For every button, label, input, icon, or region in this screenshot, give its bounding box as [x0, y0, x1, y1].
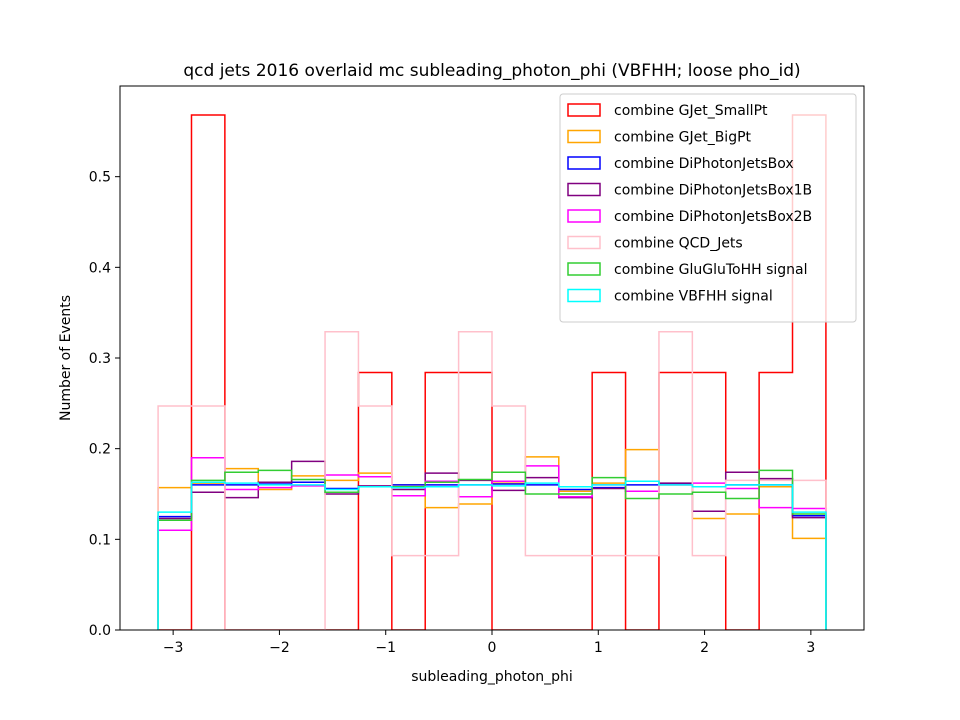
- y-axis-title: Number of Events: [58, 295, 74, 421]
- plot-area: [157, 114, 827, 630]
- y-tick-label: 0.3: [89, 351, 111, 367]
- legend-label: combine VBFHH signal: [614, 289, 773, 305]
- y-tick-label: 0.1: [89, 532, 111, 548]
- axes: −3 −2 −1 0 1 2 3 0.0 0.1 0.2 0.3 0.4 0.5: [89, 85, 865, 656]
- legend-swatch: [567, 262, 601, 276]
- x-tick-label: 2: [700, 640, 709, 656]
- x-tick-label: −2: [269, 640, 290, 656]
- x-tick-label: −3: [163, 640, 184, 656]
- y-tick-label: 0.0: [89, 623, 111, 639]
- x-tick-label: 0: [488, 640, 497, 656]
- y-tick-label: 0.5: [89, 170, 111, 186]
- legend-swatch: [567, 103, 601, 117]
- y-tick-label: 0.4: [89, 260, 111, 276]
- legend-label: combine GluGluToHH signal: [614, 262, 808, 278]
- legend-swatch: [567, 235, 601, 250]
- legend-swatch: [567, 156, 601, 170]
- legend-label: combine DiPhotonJetsBox2B: [614, 209, 812, 225]
- x-tick-label: −1: [375, 640, 396, 656]
- legend-swatch: [567, 209, 601, 223]
- legend-label: combine GJet_BigPt: [614, 130, 752, 146]
- series-line-8: [157, 480, 827, 630]
- legend-label: combine GJet_SmallPt: [614, 103, 768, 119]
- series-line-7: [157, 469, 827, 630]
- legend-box: [559, 93, 857, 323]
- legend-swatch: [567, 182, 601, 197]
- legend-swatch: [567, 288, 601, 303]
- legend-label: combine DiPhotonJetsBox: [614, 156, 794, 172]
- legend-label: combine DiPhotonJetsBox1B: [614, 183, 812, 199]
- x-tick-label: 1: [594, 640, 603, 656]
- x-axis-title: subleading_photon_phi: [411, 669, 573, 685]
- x-tick-label: 3: [806, 640, 815, 656]
- chart-title: qcd jets 2016 overlaid mc subleading_pho…: [183, 61, 800, 81]
- series-line-6: [157, 330, 827, 630]
- y-tick-label: 0.2: [89, 442, 111, 458]
- legend-label: combine QCD_Jets: [614, 236, 743, 252]
- legend-swatch: [567, 129, 601, 144]
